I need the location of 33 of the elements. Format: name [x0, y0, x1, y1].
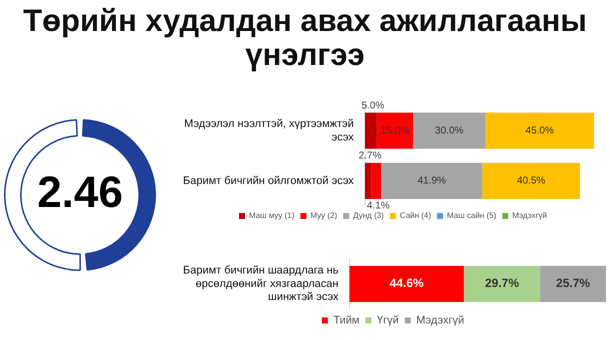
data-label: 4.1% — [366, 200, 390, 212]
data-label: 41.9% — [418, 176, 446, 187]
data-label: 5.0% — [361, 100, 384, 112]
bar — [381, 162, 482, 199]
legend-label: Маш муу (1) — [248, 211, 295, 220]
data-label: 44.6% — [390, 276, 424, 290]
bar — [485, 112, 594, 149]
legend-label: Дунд (3) — [353, 211, 384, 220]
y-tick-label: Мэдээлэл нээлттэй, хүртээмжтэй эсэх — [184, 118, 354, 144]
text: Төрийн худалдан авах ажиллагааны үнэлгээ — [22, 3, 588, 72]
legend-label: Мэдэхгүй — [512, 211, 548, 220]
data-label: 40.5% — [516, 176, 546, 187]
legend-label: Үгүй — [376, 314, 399, 327]
data-label: 2.7% — [358, 150, 382, 162]
text: 2.46 — [37, 168, 123, 218]
y-tick-label: Баримт бичгийн ойлгомжтой эсэх — [183, 174, 354, 187]
bar — [364, 162, 372, 199]
data-label: 45.0% — [525, 125, 554, 136]
data-label: 25.7% — [556, 276, 590, 290]
bar — [371, 162, 382, 199]
bar — [413, 112, 486, 149]
legend-label: Маш сайн (5) — [447, 211, 497, 220]
data-label: 30.0% — [435, 125, 464, 136]
data-label: 15.0% — [380, 125, 410, 136]
data-label: 29.7% — [484, 276, 520, 290]
legend-label: Мэдэхгүй — [416, 314, 464, 327]
legend-label: Муу (2) — [310, 211, 338, 220]
y-tick-label: Баримт бичгийн шаардлага нь өрсөлдөөнийг хязгаарласан шинжтэй эсэх — [182, 264, 339, 304]
legend-label: Сайн (4) — [400, 211, 432, 220]
legend-label: Тийм — [333, 314, 360, 327]
bar — [482, 162, 580, 199]
bar — [364, 112, 377, 149]
bar — [376, 112, 414, 149]
